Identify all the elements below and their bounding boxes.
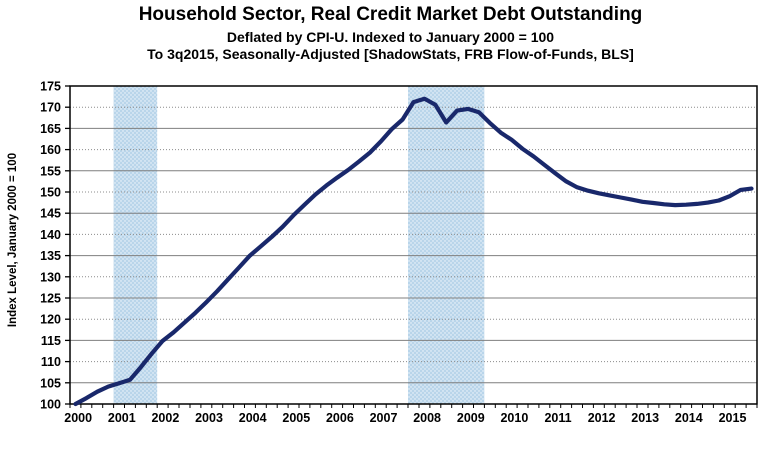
- y-tick-label: 115: [41, 334, 61, 348]
- y-tick-label: 170: [40, 101, 61, 115]
- x-tick-label: 2007: [370, 411, 398, 425]
- y-tick-label: 145: [40, 207, 61, 221]
- y-tick-label: 155: [40, 164, 61, 178]
- chart-source-line: To 3q2015, Seasonally-Adjusted [ShadowSt…: [147, 46, 634, 62]
- x-tick-label: 2011: [544, 411, 571, 425]
- y-tick-label: 105: [40, 376, 61, 390]
- x-tick-label: 2010: [500, 411, 528, 425]
- chart-title: Household Sector, Real Credit Market Deb…: [138, 4, 643, 25]
- x-tick-label: 2008: [413, 411, 441, 425]
- y-tick-label: 120: [40, 313, 61, 327]
- x-tick-label: 2002: [151, 411, 179, 425]
- y-tick-label: 140: [40, 228, 61, 242]
- y-tick-label: 125: [40, 292, 61, 306]
- y-tick-label: 175: [40, 80, 61, 94]
- x-tick-label: 2005: [282, 411, 310, 425]
- x-tick-label: 2001: [108, 411, 136, 425]
- plot-frame: [69, 85, 758, 405]
- y-tick-label: 150: [40, 186, 61, 200]
- debt-line: [73, 96, 754, 407]
- x-tick-label: 2013: [631, 411, 659, 425]
- x-tick-label: 2015: [719, 411, 747, 425]
- y-tick-label: 160: [40, 143, 61, 157]
- x-tick-label: 2006: [326, 411, 354, 425]
- y-tick-label: 130: [40, 270, 61, 284]
- y-tick-label: 100: [40, 398, 61, 412]
- y-axis-title: Index Level, January 2000 = 100: [7, 153, 19, 327]
- y-tick-label: 165: [40, 122, 61, 136]
- recession-band: [408, 86, 485, 404]
- y-tick-label: 110: [41, 355, 61, 369]
- x-tick-label: 2009: [457, 411, 485, 425]
- chart-subtitle: Deflated by CPI-U. Indexed to January 20…: [226, 29, 555, 45]
- recession-band: [113, 86, 158, 404]
- x-tick-label: 2000: [64, 411, 92, 425]
- x-tick-label: 2003: [195, 411, 223, 425]
- y-tick-label: 135: [40, 249, 61, 263]
- x-tick-label: 2014: [675, 411, 703, 425]
- x-tick-label: 2012: [588, 411, 616, 425]
- x-tick-label: 2004: [239, 411, 267, 425]
